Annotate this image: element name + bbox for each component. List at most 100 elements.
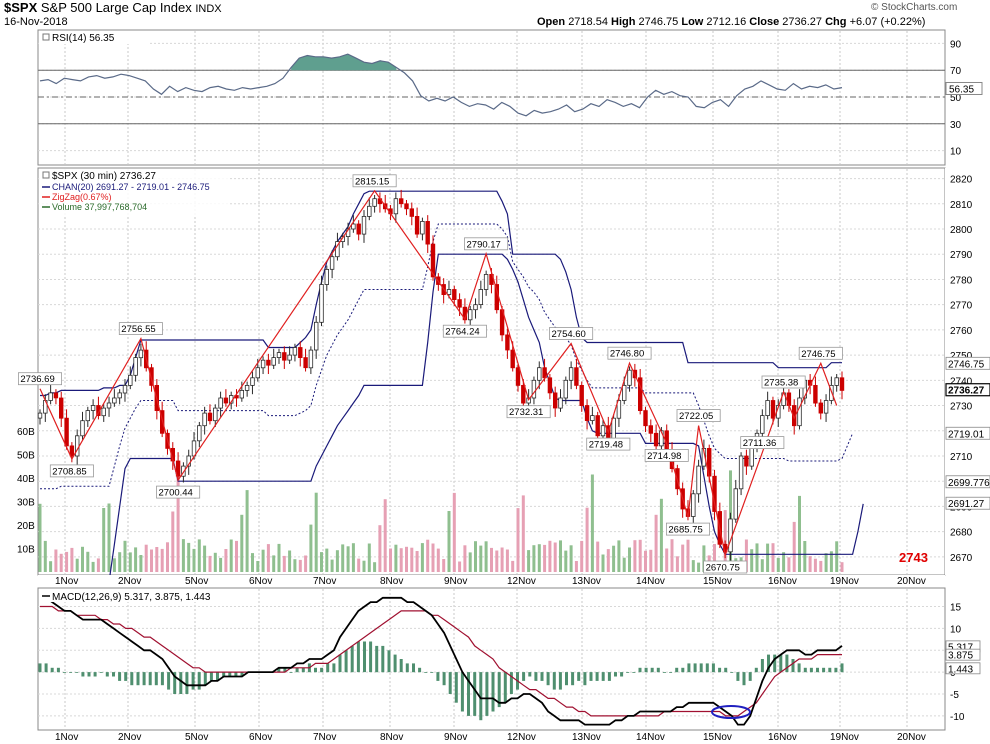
- candle-body: [181, 465, 186, 477]
- macd-histogram-bar: [375, 645, 379, 673]
- volume-bar: [118, 552, 122, 572]
- volume-bar: [537, 544, 541, 572]
- price-annotation-box: [666, 522, 711, 536]
- candle-body: [515, 367, 521, 386]
- macd-histogram-bar: [75, 672, 79, 673]
- macd-histogram-bar: [332, 663, 336, 673]
- macd-histogram-bar: [369, 641, 373, 673]
- macd-histogram-bar: [675, 667, 679, 673]
- macd-histogram-bar: [522, 672, 526, 681]
- volume-bar: [447, 511, 451, 572]
- candle-body: [59, 397, 64, 419]
- macd-value-box: [945, 648, 981, 661]
- macd-histogram-bar: [124, 672, 128, 681]
- volume-bar: [771, 543, 775, 572]
- volume-bar: [49, 561, 53, 572]
- candle-body: [202, 412, 207, 427]
- macd-histogram-bar: [767, 654, 770, 673]
- price-tick-label: 2740: [950, 376, 973, 387]
- last-price-watermark: 2743: [899, 550, 928, 565]
- volume-bar: [670, 539, 674, 572]
- volume-bar: [203, 545, 207, 572]
- volume-bar: [405, 546, 408, 572]
- volume-bar: [426, 539, 430, 572]
- candle-body: [553, 392, 558, 409]
- price-panel: [37, 167, 946, 576]
- candle-body: [319, 284, 324, 323]
- price-annotation-box: [156, 485, 201, 499]
- volume-bar: [654, 514, 658, 572]
- candle-body: [414, 215, 420, 235]
- macd-histogram-bar: [381, 645, 385, 673]
- candle-body: [260, 359, 266, 369]
- macd-tick-label: -5: [950, 690, 959, 701]
- volume-bar: [383, 499, 387, 572]
- price-annotation-box: [676, 409, 721, 423]
- price-annotation-box: [464, 237, 509, 251]
- price-title-marker: [42, 171, 50, 179]
- macd-histogram-bar: [430, 672, 434, 673]
- volume-bar: [612, 545, 616, 572]
- volume-bar: [362, 560, 366, 572]
- candle-body: [600, 425, 606, 437]
- x-tick-label: 14Nov: [636, 576, 665, 587]
- volume-bar: [585, 507, 589, 572]
- macd-title: MACD(12,26,9) 5.317, 3.875, 1.443: [52, 592, 211, 603]
- ohlc-line: Open 2718.54 High 2746.75 Low 2712.16 Cl…: [537, 16, 925, 28]
- macd-histogram-bar: [436, 672, 440, 681]
- macd-histogram-bar: [589, 672, 593, 681]
- volume-bar: [458, 561, 462, 572]
- price-annotation-label: 2732.31: [509, 407, 543, 418]
- volume-bar: [282, 555, 286, 572]
- rsi-value-box: [945, 81, 983, 95]
- x-tick-label: 13Nov: [572, 576, 601, 587]
- candle-body: [287, 354, 292, 361]
- macd-histogram-bar: [822, 667, 826, 673]
- candle-body: [467, 309, 473, 321]
- volume-bar: [144, 544, 148, 572]
- x-tick-label-bottom: 13Nov: [572, 732, 601, 743]
- macd-histogram-bar: [779, 654, 783, 673]
- price-annotation-label: 2722.05: [679, 411, 713, 422]
- macd-histogram-bar: [105, 672, 109, 677]
- volume-bar: [431, 543, 435, 572]
- macd-histogram-bar: [412, 663, 415, 673]
- candle-body: [579, 384, 584, 406]
- price-annotation-box: [607, 346, 652, 360]
- candle-body: [568, 367, 574, 381]
- chart-date: 16-Nov-2018: [4, 16, 68, 28]
- macd-histogram-bar: [344, 650, 348, 673]
- candle-body: [537, 367, 542, 381]
- macd-histogram-bar: [693, 663, 697, 673]
- macd-histogram-bar: [485, 672, 489, 716]
- price-annotation-box: [506, 405, 551, 419]
- volume-bar: [755, 543, 759, 572]
- price-tick-label: 2790: [950, 250, 973, 261]
- price-annotation-label: 2711.36: [743, 438, 777, 449]
- candle-body: [425, 220, 430, 245]
- macd-histogram-bar: [424, 672, 428, 673]
- macd-histogram-bar: [326, 663, 330, 673]
- close-label: Close: [749, 16, 780, 28]
- candle-body: [282, 352, 287, 361]
- macd-histogram-bar: [136, 672, 140, 686]
- candle-body: [276, 352, 282, 359]
- volume-bar: [102, 508, 106, 572]
- macd-histogram-bar: [626, 672, 630, 673]
- price-annotation-box: [740, 436, 785, 450]
- volume-bar: [617, 540, 621, 572]
- volume-bar: [123, 540, 127, 572]
- macd-histogram-bar: [632, 672, 636, 673]
- candle-body: [574, 367, 579, 386]
- volume-bar: [559, 540, 562, 572]
- macd-histogram-bar: [399, 659, 403, 673]
- volume-bar: [139, 555, 143, 572]
- macd-histogram-bar: [583, 672, 587, 686]
- volume-bar: [490, 547, 493, 572]
- symbol: $SPX: [4, 0, 38, 15]
- macd-histogram-bar: [148, 672, 152, 686]
- candle-body: [452, 289, 457, 301]
- volume-bar: [91, 561, 95, 572]
- price-legend-entry: Volume 37,997,768,704: [52, 202, 147, 212]
- macd-histogram-bar: [356, 641, 360, 673]
